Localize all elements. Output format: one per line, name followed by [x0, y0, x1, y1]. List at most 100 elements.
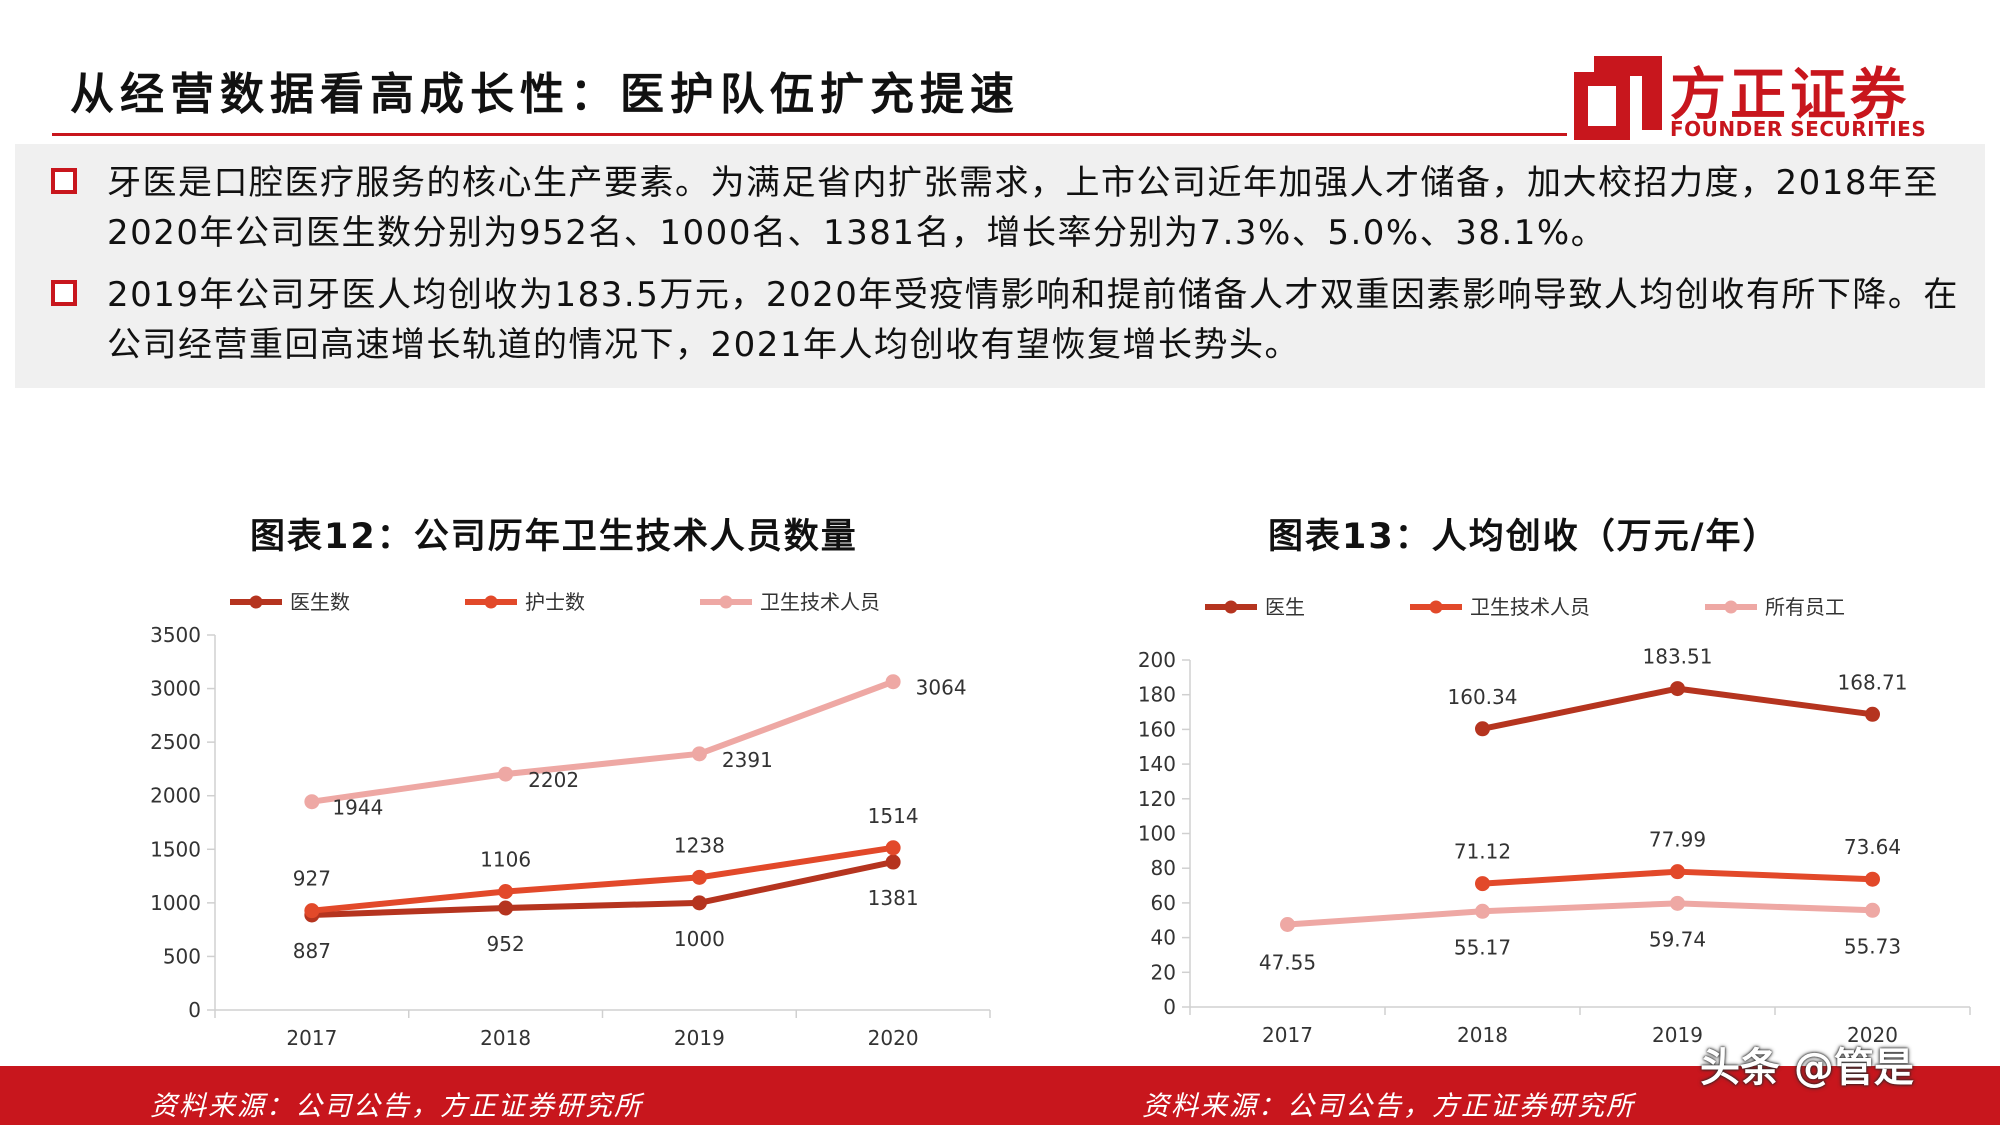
x-tick-label: 2020: [868, 1026, 919, 1050]
logo-mark-icon: [1574, 56, 1662, 140]
data-label: 2202: [528, 768, 579, 792]
chart-revenue-per-capita: 0 20 40 60 80 100 120 140 160 180 200 2017 2018 2019 2…: [1138, 595, 1971, 1047]
data-point: [1280, 917, 1295, 933]
data-label: 71.12: [1454, 840, 1511, 864]
data-label: 73.64: [1844, 835, 1901, 859]
y-tick-label: 3000: [150, 677, 201, 701]
data-label: 1000: [674, 927, 725, 951]
bullet-text: 牙医是口腔医疗服务的核心生产要素。为满足省内扩张需求，上市公司近年加强人才储备，…: [107, 163, 1940, 253]
y-tick-label: 140: [1138, 752, 1176, 776]
data-point: [1475, 903, 1490, 919]
legend-label: 卫生技术人员: [1470, 595, 1590, 619]
y-tick-label: 1000: [150, 891, 201, 915]
data-label: 59.74: [1649, 927, 1706, 951]
data-label: 1381: [868, 886, 919, 910]
data-label: 3064: [916, 676, 967, 700]
data-label: 1514: [868, 804, 919, 828]
chart-13-source: 资料来源：公司公告，方正证券研究所: [1142, 1091, 1635, 1122]
legend-label: 医生: [1265, 595, 1305, 619]
data-label: 47.55: [1259, 951, 1316, 975]
y-tick-label: 20: [1151, 960, 1176, 984]
data-point: [1475, 721, 1490, 737]
y-tick-label: 200: [1138, 648, 1176, 672]
y-tick-label: 0: [188, 998, 201, 1022]
logo-text-en: FOUNDER SECURITIES: [1670, 117, 1927, 141]
bullet-text: 2019年公司牙医人均创收为183.5万元，2020年受疫情影响和提前储备人才双…: [107, 275, 1959, 365]
data-point: [1865, 902, 1880, 918]
logo-text-cn: 方正证券: [1670, 63, 1910, 128]
data-point: [1670, 864, 1685, 880]
x-tick-label: 2019: [674, 1026, 725, 1050]
data-point: [691, 869, 707, 885]
data-point: [1865, 706, 1880, 722]
data-point: [885, 854, 901, 870]
data-point: [1670, 681, 1685, 697]
data-label: 1106: [480, 848, 531, 872]
legend-marker: [719, 595, 733, 609]
summary-panel: 牙医是口腔医疗服务的核心生产要素。为满足省内扩张需求，上市公司近年加强人才储备，…: [15, 144, 1985, 388]
data-label: 1238: [674, 833, 725, 857]
data-label: 168.71: [1838, 670, 1908, 694]
series-line: [1287, 900, 1873, 928]
legend-marker: [1429, 600, 1443, 614]
square-bullet-icon: [51, 168, 77, 194]
data-label: 887: [293, 939, 331, 963]
x-tick-label: 2017: [286, 1026, 337, 1050]
data-label: 55.17: [1454, 935, 1511, 959]
y-tick-label: 120: [1138, 787, 1176, 811]
chart-12-source: 资料来源：公司公告，方正证券研究所: [150, 1091, 643, 1122]
data-point: [498, 766, 514, 782]
page-title: 从经营数据看高成长性：医护队伍扩充提速: [70, 69, 1020, 120]
data-point: [1865, 871, 1880, 887]
x-tick-label: 2020: [1847, 1023, 1898, 1047]
data-label: 77.99: [1649, 828, 1706, 852]
company-logo: 方正证券 FOUNDER SECURITIES: [1570, 52, 1990, 144]
legend-marker: [1224, 600, 1238, 614]
x-tick-label: 2017: [1262, 1023, 1313, 1047]
legend-label: 所有员工: [1765, 595, 1845, 619]
series-line: [311, 859, 894, 918]
data-point: [498, 884, 514, 899]
y-tick-label: 0: [1163, 995, 1176, 1019]
data-point: [304, 903, 320, 919]
data-label: 183.51: [1643, 645, 1713, 669]
data-label: 55.73: [1844, 934, 1901, 958]
legend-marker: [1724, 600, 1738, 614]
data-point: [498, 900, 514, 916]
data-point: [691, 895, 707, 911]
data-label: 160.34: [1448, 685, 1518, 709]
series-line: [311, 678, 895, 805]
y-tick-label: 40: [1151, 926, 1176, 950]
data-label: 2391: [722, 748, 773, 772]
data-label: 1944: [332, 796, 383, 820]
chart-staff-count: 0 500 1000 1500 2000 2500 3000 3500 2017 2018 2019…: [150, 590, 991, 1050]
legend-label: 医生数: [290, 590, 350, 614]
data-point: [885, 674, 901, 690]
data-label: 952: [487, 932, 525, 956]
square-bullet-icon: [51, 280, 77, 306]
y-tick-label: 1500: [150, 837, 201, 861]
data-point: [1475, 876, 1490, 892]
data-label: 927: [293, 867, 331, 891]
y-tick-label: 80: [1151, 856, 1176, 880]
legend-label: 护士数: [525, 590, 585, 614]
x-tick-label: 2018: [1457, 1023, 1508, 1047]
y-tick-label: 2500: [150, 730, 201, 754]
y-tick-label: 160: [1138, 717, 1176, 741]
watermark: 头条 @管是: [1700, 1045, 1914, 1091]
x-tick-label: 2019: [1652, 1023, 1703, 1047]
chart-13-title: 图表13：人均创收（万元/年）: [1268, 517, 1780, 557]
footer-bar: [0, 1066, 2000, 1125]
data-point: [304, 794, 320, 810]
legend-label: 卫生技术人员: [760, 590, 880, 614]
data-point: [691, 746, 707, 762]
series-line: [311, 844, 894, 914]
x-tick-label: 2018: [480, 1026, 531, 1050]
title-underline: [52, 133, 1567, 136]
legend-marker: [484, 595, 498, 609]
data-point: [885, 840, 901, 856]
y-tick-label: 180: [1138, 683, 1176, 707]
chart-12-title: 图表12：公司历年卫生技术人员数量: [250, 517, 858, 557]
y-tick-label: 100: [1138, 822, 1176, 846]
y-tick-label: 500: [163, 944, 201, 968]
